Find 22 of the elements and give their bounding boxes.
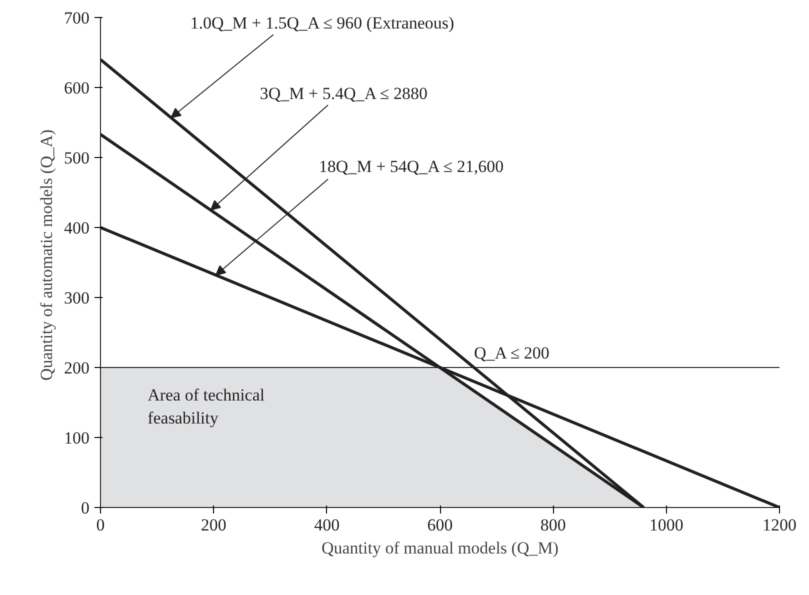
y-axis-title: Quantity of automatic models (Q_A): [37, 129, 56, 381]
y-tick-label: 300: [64, 288, 90, 308]
annotation: Area of technical feasability: [148, 386, 265, 428]
annotation: 1.0Q_M + 1.5Q_A ≤ 960 (Extraneous): [190, 14, 454, 33]
y-tick-label: 100: [64, 428, 90, 448]
y-tick-label: 200: [64, 358, 90, 378]
y-tick-label: 0: [81, 498, 90, 518]
y-tick-label: 600: [64, 78, 90, 98]
x-tick-label: 1200: [762, 516, 796, 534]
ref-line-label: Q_A ≤ 200: [474, 344, 550, 362]
annotation: 3Q_M + 5.4Q_A ≤ 2880: [260, 84, 428, 103]
x-tick-label: 600: [427, 516, 453, 534]
x-tick-label: 1000: [649, 516, 684, 534]
x-tick-label: 0: [96, 516, 105, 534]
x-tick-label: 400: [314, 516, 340, 534]
y-tick-label: 700: [64, 8, 90, 28]
annotation: 18Q_M + 54Q_A ≤ 21,600: [318, 157, 504, 176]
x-tick-label: 800: [540, 516, 566, 534]
y-tick-label: 400: [64, 218, 90, 238]
y-tick-label: 500: [64, 148, 90, 168]
x-axis-title: Quantity of manual models (Q_M): [321, 538, 559, 558]
x-tick-label: 200: [200, 516, 226, 534]
